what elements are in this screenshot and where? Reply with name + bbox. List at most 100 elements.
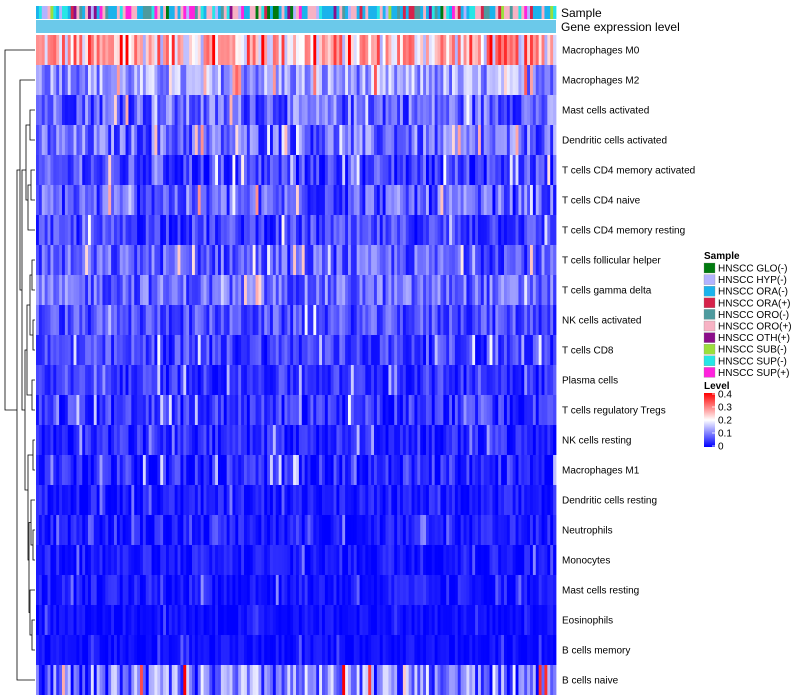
heatmap-cell <box>174 365 178 395</box>
heatmap-cell <box>145 395 150 425</box>
heatmap-cell <box>183 245 187 275</box>
heatmap-cell <box>489 245 493 275</box>
heatmap-cell <box>47 35 51 65</box>
heatmap-cell <box>489 545 493 575</box>
heatmap-cell <box>270 125 274 155</box>
heatmap-cell <box>189 185 193 215</box>
heatmap-cell <box>489 65 493 95</box>
sample-annotation-cell <box>206 6 210 19</box>
heatmap-cell <box>261 515 265 545</box>
heatmap-cell <box>116 215 121 245</box>
heatmap-cell <box>319 215 323 245</box>
sample-annotation-cell <box>125 6 129 19</box>
heatmap-cell <box>197 545 202 575</box>
heatmap-cell <box>414 215 418 245</box>
heatmap-cell <box>504 545 508 575</box>
heatmap-cell <box>203 185 207 215</box>
heatmap-cell <box>220 545 225 575</box>
heatmap-cell <box>402 305 407 335</box>
heatmap-cell <box>423 305 427 335</box>
heatmap-cell <box>428 395 433 425</box>
heatmap-cell <box>50 605 54 635</box>
heatmap-cell <box>342 335 346 365</box>
heatmap-cell <box>215 605 219 635</box>
heatmap-cell <box>88 335 92 365</box>
heatmap-cell <box>93 335 98 365</box>
heatmap-cell <box>397 65 401 95</box>
heatmap-cell <box>116 575 121 605</box>
sample-annotation-cell <box>452 6 456 19</box>
heatmap-cell <box>76 125 80 155</box>
dendrogram-branch <box>24 349 28 491</box>
heatmap-cell <box>151 155 155 185</box>
heatmap-cell <box>498 65 502 95</box>
heatmap-cell <box>322 65 326 95</box>
heatmap-cell <box>440 635 444 665</box>
heatmap-cell <box>359 485 363 515</box>
heatmap-cell <box>281 215 285 245</box>
heatmap-cell <box>163 65 167 95</box>
heatmap-cell <box>544 155 548 185</box>
heatmap-cell <box>160 95 164 125</box>
heatmap-cell <box>512 665 516 695</box>
heatmap-cell <box>278 455 282 485</box>
heatmap-cell <box>374 65 378 95</box>
heatmap-cell <box>310 125 314 155</box>
heatmap-cell <box>258 515 262 545</box>
heatmap-cell <box>365 515 369 545</box>
heatmap-cell <box>148 545 152 575</box>
heatmap-cell <box>475 65 479 95</box>
heatmap-cell <box>174 425 178 455</box>
heatmap-cell <box>405 185 410 215</box>
heatmap-cell <box>261 545 265 575</box>
heatmap-cell <box>405 125 410 155</box>
heatmap-cell <box>376 455 381 485</box>
heatmap-cell <box>38 215 43 245</box>
heatmap-cell <box>206 605 210 635</box>
heatmap-cell <box>541 275 545 305</box>
heatmap-cell <box>541 635 545 665</box>
heatmap-cell <box>114 485 118 515</box>
heatmap-cell <box>524 575 528 605</box>
heatmap-cell <box>359 185 363 215</box>
sample-annotation-cell <box>255 6 259 19</box>
heatmap-cell <box>457 125 462 155</box>
heatmap-cell <box>267 335 271 365</box>
heatmap-cell <box>437 215 441 245</box>
heatmap-cell <box>483 395 488 425</box>
heatmap-cell <box>145 215 150 245</box>
heatmap-cell <box>400 425 404 455</box>
heatmap-cell <box>218 65 222 95</box>
sample-annotation-cell <box>137 6 141 19</box>
heatmap-cell <box>47 605 51 635</box>
heatmap-cell <box>466 125 470 155</box>
heatmap-cell <box>128 515 132 545</box>
heatmap-cell <box>255 215 259 245</box>
heatmap-cell <box>73 575 77 605</box>
heatmap-cell <box>186 515 190 545</box>
heatmap-cell <box>244 665 248 695</box>
heatmap-cell <box>53 305 57 335</box>
heatmap-cell <box>489 425 493 455</box>
dendrogram-branch <box>32 319 35 351</box>
heatmap-cell <box>200 425 204 455</box>
heatmap-cell <box>128 605 132 635</box>
heatmap-cell <box>550 245 554 275</box>
heatmap-cell <box>550 65 554 95</box>
heatmap-cell <box>298 125 303 155</box>
heatmap-cell <box>544 95 548 125</box>
heatmap-cell <box>339 215 343 245</box>
heatmap-cell <box>252 545 256 575</box>
sample-annotation-cell <box>411 6 415 19</box>
heatmap-cell <box>151 275 155 305</box>
heatmap-cell <box>220 95 225 125</box>
heatmap-cell <box>272 455 277 485</box>
heatmap-cell <box>452 35 456 65</box>
heatmap-cell <box>180 395 184 425</box>
heatmap-cell <box>255 245 259 275</box>
heatmap-cell <box>44 245 48 275</box>
heatmap-cell <box>518 515 522 545</box>
heatmap-cell <box>388 125 392 155</box>
heatmap-cell <box>79 305 83 335</box>
sample-annotation-cell <box>160 6 164 19</box>
